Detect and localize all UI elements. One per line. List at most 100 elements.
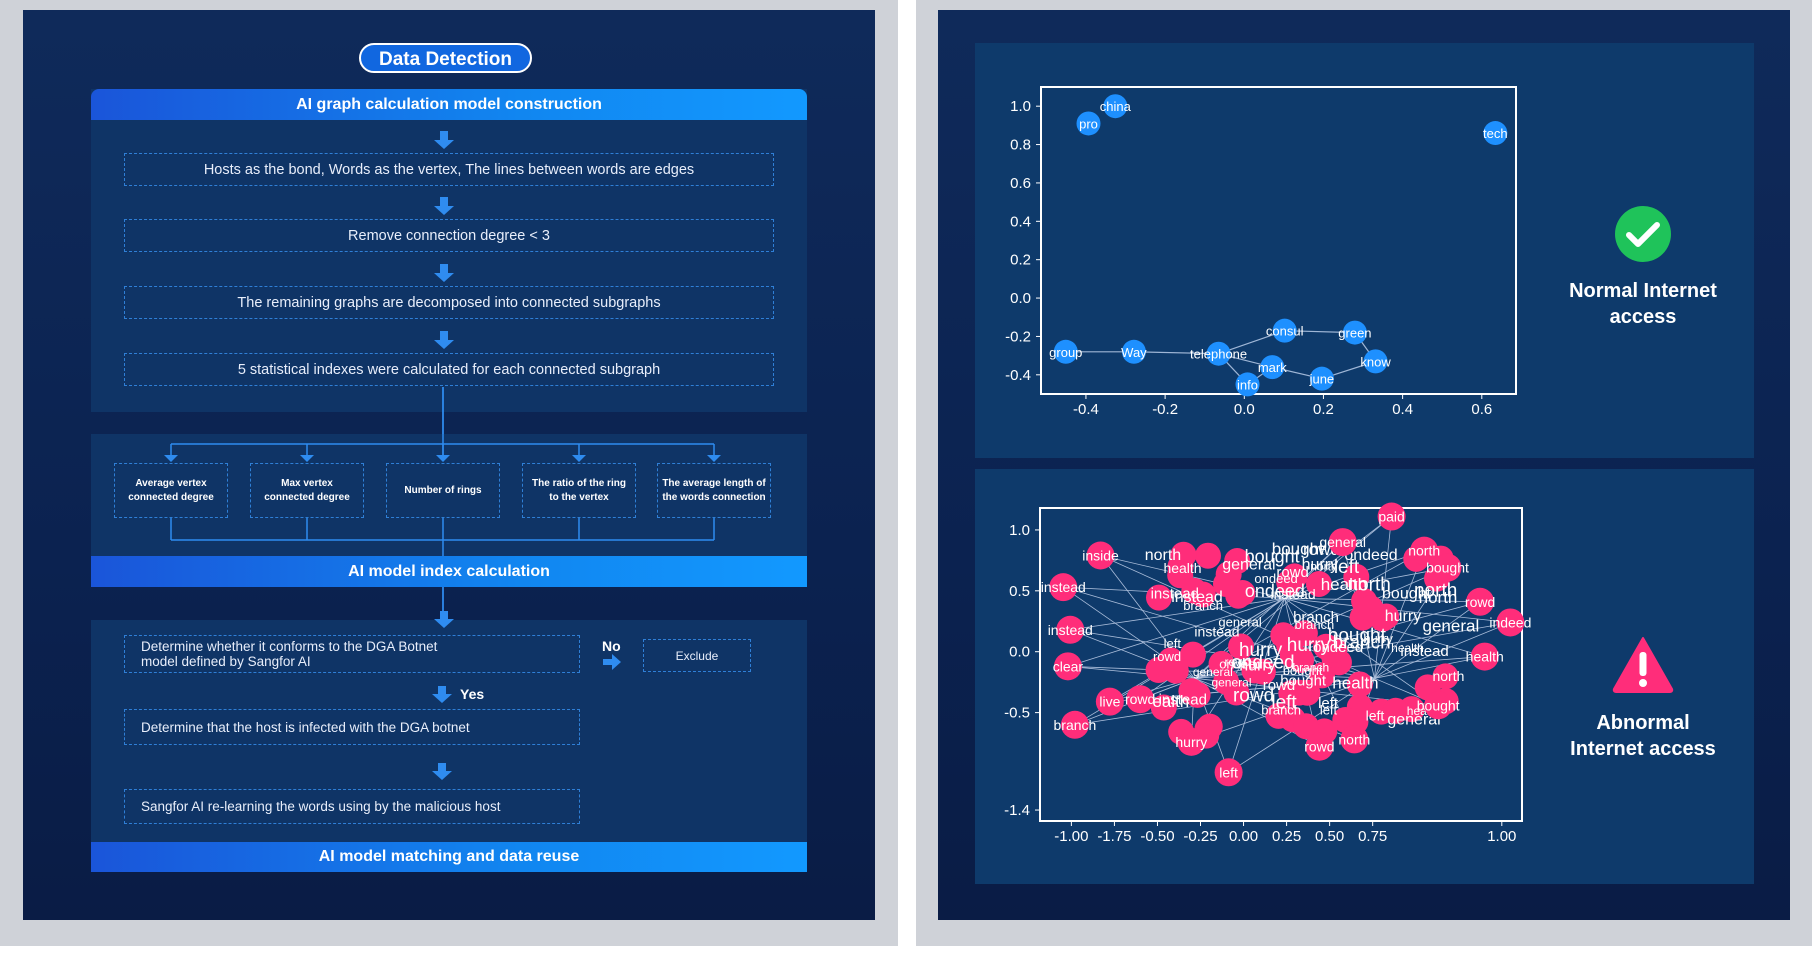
cluster-word: bought bbox=[1382, 585, 1431, 602]
graph-node bbox=[1056, 615, 1085, 644]
cluster-word: bought bbox=[1283, 663, 1323, 678]
plot-frame bbox=[1040, 86, 1517, 395]
graph-node bbox=[1053, 652, 1082, 681]
node-label: bought bbox=[1426, 560, 1469, 576]
cluster-word: north bbox=[1419, 588, 1458, 607]
cluster-word: rowd bbox=[1276, 564, 1309, 581]
graph-node bbox=[1095, 687, 1124, 716]
node-label: rowd bbox=[1125, 691, 1155, 707]
abnormal-label-line1: Abnormal bbox=[1596, 712, 1690, 734]
down-arrow-icon bbox=[434, 331, 454, 349]
graph-node bbox=[1424, 691, 1453, 720]
cluster-node bbox=[1265, 702, 1292, 729]
y-tick-label: 0.6 bbox=[1010, 175, 1031, 192]
y-tick-label: -0.2 bbox=[1005, 328, 1031, 345]
cluster-word: rowd bbox=[1263, 677, 1296, 694]
cluster-node bbox=[1162, 657, 1189, 684]
node-label: paid bbox=[1378, 509, 1404, 525]
cluster-word: health bbox=[1143, 692, 1189, 711]
graph-node bbox=[1410, 536, 1439, 565]
graph-node bbox=[1060, 710, 1089, 739]
node-label: general bbox=[1319, 534, 1366, 550]
down-arrow-icon bbox=[434, 197, 454, 215]
graph-node bbox=[1177, 727, 1206, 756]
cluster-node bbox=[1212, 571, 1239, 598]
graph-edge bbox=[1374, 516, 1393, 679]
graph-node bbox=[1053, 339, 1078, 364]
cluster-word: ondeed bbox=[1219, 657, 1262, 672]
x-tick-label: -0.50 bbox=[1140, 828, 1174, 845]
graph-node bbox=[1214, 758, 1243, 787]
cluster-word: branch bbox=[1292, 660, 1329, 674]
y-tick-label: -0.4 bbox=[1005, 367, 1031, 384]
cluster-word: ondeed bbox=[1344, 547, 1397, 564]
y-tick-label: 0.8 bbox=[1010, 137, 1031, 154]
cluster-node bbox=[1228, 633, 1255, 660]
node-label: group bbox=[1049, 345, 1082, 360]
section2-header: AI model index calculation bbox=[91, 556, 807, 587]
cluster-word: health bbox=[1391, 641, 1424, 655]
index-average-length: The average length of the words connecti… bbox=[657, 463, 771, 518]
graph-node bbox=[1328, 528, 1357, 557]
cluster-word: general bbox=[1387, 712, 1440, 729]
down-arrow-icon bbox=[432, 686, 452, 703]
cluster-word: hurry bbox=[1302, 557, 1338, 574]
cluster-node bbox=[1179, 641, 1206, 668]
cluster-word: instead bbox=[1400, 643, 1448, 660]
graph-edge bbox=[1284, 597, 1439, 706]
graph-node bbox=[1340, 725, 1369, 754]
graph-edge bbox=[1133, 351, 1219, 355]
x-tick-label: 0.75 bbox=[1358, 828, 1387, 845]
graph-node bbox=[1496, 608, 1525, 637]
cluster-node bbox=[1321, 637, 1348, 664]
y-tick-label: 0.5 bbox=[1009, 583, 1030, 600]
cluster-word: branch bbox=[1183, 598, 1223, 613]
cluster-node bbox=[1170, 541, 1197, 568]
node-label: bought bbox=[1417, 697, 1460, 713]
cluster-word: left bbox=[1366, 708, 1385, 724]
cluster-node bbox=[1288, 646, 1315, 673]
normal-label-line1: Normal Internet bbox=[1569, 280, 1717, 302]
abnormal-internet-chart: -1.00 -1.75 -0.50 -0.25 0.00 0.25 0.50 0.75 1.00… bbox=[1004, 502, 1531, 845]
cluster-node bbox=[1382, 697, 1409, 724]
cluster-word: left bbox=[1318, 695, 1339, 712]
cluster-word: health bbox=[1332, 674, 1378, 693]
cluster-word: north bbox=[1145, 547, 1181, 564]
abnormal-label-line2: Internet access bbox=[1570, 738, 1716, 760]
cluster-word: branch bbox=[1295, 617, 1335, 632]
cluster-word: health bbox=[1321, 575, 1367, 594]
graph-node bbox=[1305, 732, 1334, 761]
down-arrow-icon bbox=[434, 131, 454, 149]
x-tick-label: -0.25 bbox=[1183, 828, 1217, 845]
node-label: north bbox=[1338, 731, 1370, 747]
node-label: Way bbox=[1121, 345, 1147, 360]
y-tick-label: -0.5 bbox=[1004, 705, 1030, 722]
graph-edge bbox=[1194, 516, 1392, 679]
cluster-word: north bbox=[1348, 575, 1391, 596]
cluster-word: general bbox=[1211, 676, 1251, 690]
cluster-node bbox=[1181, 577, 1208, 604]
cluster-node bbox=[1281, 563, 1308, 590]
graph-edge bbox=[1374, 550, 1425, 679]
node-label: instead bbox=[1041, 579, 1086, 595]
index-number-of-rings: Number of rings bbox=[386, 463, 500, 518]
cluster-word: instead bbox=[1159, 692, 1207, 709]
cluster-word: branch bbox=[1293, 609, 1339, 626]
step-statistical-indexes: 5 statistical indexes were calculated fo… bbox=[124, 353, 774, 386]
section1-header: AI graph calculation model construction bbox=[91, 89, 807, 120]
step-hosts-bond: Hosts as the bond, Words as the vertex, … bbox=[124, 153, 774, 186]
node-label: info bbox=[1237, 377, 1258, 392]
graph-node bbox=[1483, 121, 1508, 146]
node-label: indeed bbox=[1489, 614, 1531, 630]
graph-node bbox=[1103, 94, 1128, 119]
node-label: know bbox=[1360, 354, 1391, 369]
node-label: clear bbox=[1053, 658, 1084, 674]
node-label: instead bbox=[1048, 622, 1093, 638]
down-arrow-icon bbox=[434, 611, 454, 628]
cluster-word: health bbox=[1163, 560, 1201, 576]
graph-node bbox=[1126, 685, 1155, 714]
cluster-node bbox=[1195, 542, 1222, 569]
cluster-node bbox=[1343, 563, 1370, 590]
step-decompose: The remaining graphs are decomposed into… bbox=[124, 286, 774, 319]
